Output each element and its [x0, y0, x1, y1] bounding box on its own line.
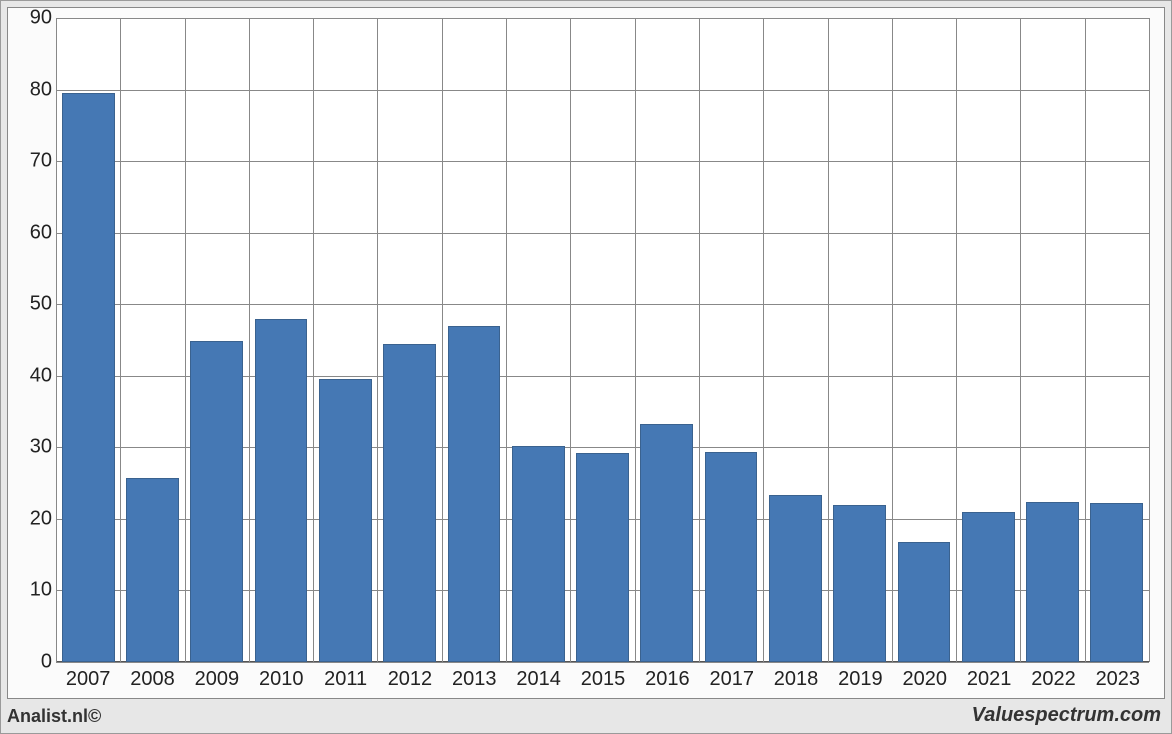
bar [255, 319, 308, 662]
gridline-vertical [828, 18, 829, 662]
gridline-vertical [1149, 18, 1150, 662]
x-tick-label: 2011 [324, 668, 367, 691]
x-axis: 2007 2008 2009 2010 2011 2012 2013 2014 2015 2016… [56, 662, 1150, 698]
y-tick-label: 30 [30, 436, 52, 459]
x-tick-label: 2010 [259, 668, 304, 691]
x-tick-label: 2019 [838, 668, 883, 691]
bar [1026, 502, 1079, 662]
y-tick-label: 50 [30, 293, 52, 316]
gridline-horizontal [56, 90, 1149, 91]
bar [62, 93, 115, 662]
x-tick-label: 2007 [66, 668, 111, 691]
gridline-horizontal [56, 161, 1149, 162]
gridline-vertical [185, 18, 186, 662]
y-tick-label: 80 [30, 78, 52, 101]
x-tick-label: 2013 [452, 668, 497, 691]
bar [383, 344, 436, 662]
x-tick-label: 2012 [388, 668, 433, 691]
gridline-vertical [570, 18, 571, 662]
bar [640, 424, 693, 662]
x-tick-label: 2021 [967, 668, 1012, 691]
bar [126, 478, 179, 662]
plot-container: 0 10 20 30 40 50 60 70 80 90 2007 2008 2009 2010 2011… [7, 7, 1165, 699]
y-tick-label: 60 [30, 221, 52, 244]
y-tick-label: 90 [30, 7, 52, 30]
y-axis: 0102030405060708090 [8, 18, 56, 662]
bar [448, 326, 501, 662]
footer-left-credit: Analist.nl© [7, 706, 101, 727]
gridline-vertical [506, 18, 507, 662]
x-tick-label: 2016 [645, 668, 690, 691]
chart-frame: 0 10 20 30 40 50 60 70 80 90 2007 2008 2009 2010 2011… [0, 0, 1172, 734]
gridline-vertical [635, 18, 636, 662]
gridline-vertical [56, 18, 57, 662]
y-tick-label: 40 [30, 364, 52, 387]
bar [190, 341, 243, 662]
gridline-vertical [892, 18, 893, 662]
bar [833, 505, 886, 662]
x-tick-label: 2020 [903, 668, 948, 691]
bar [319, 379, 372, 662]
gridline-horizontal [56, 18, 1149, 19]
gridline-vertical [313, 18, 314, 662]
gridline-vertical [377, 18, 378, 662]
plot-area [56, 18, 1150, 662]
bar [1090, 503, 1143, 662]
x-tick-label: 2023 [1096, 668, 1141, 691]
footer-right-credit: Valuespectrum.com [972, 704, 1161, 727]
gridline-horizontal [56, 304, 1149, 305]
x-tick-label: 2015 [581, 668, 626, 691]
y-tick-label: 20 [30, 507, 52, 530]
bar [769, 495, 822, 662]
x-tick-label: 2014 [516, 668, 561, 691]
x-tick-label: 2018 [774, 668, 819, 691]
x-tick-label: 2009 [195, 668, 240, 691]
bar [576, 453, 629, 662]
gridline-vertical [120, 18, 121, 662]
gridline-vertical [1085, 18, 1086, 662]
gridline-vertical [442, 18, 443, 662]
x-tick-label: 2008 [130, 668, 175, 691]
gridline-vertical [763, 18, 764, 662]
bar [898, 542, 951, 662]
x-tick-label: 2022 [1031, 668, 1076, 691]
gridline-vertical [1020, 18, 1021, 662]
x-tick-label: 2017 [709, 668, 754, 691]
bar [512, 446, 565, 662]
gridline-vertical [956, 18, 957, 662]
gridline-vertical [249, 18, 250, 662]
y-tick-label: 70 [30, 150, 52, 173]
gridline-horizontal [56, 233, 1149, 234]
gridline-vertical [699, 18, 700, 662]
y-tick-label: 0 [41, 651, 52, 674]
y-tick-label: 10 [30, 579, 52, 602]
bar [705, 452, 758, 662]
bar [962, 512, 1015, 662]
